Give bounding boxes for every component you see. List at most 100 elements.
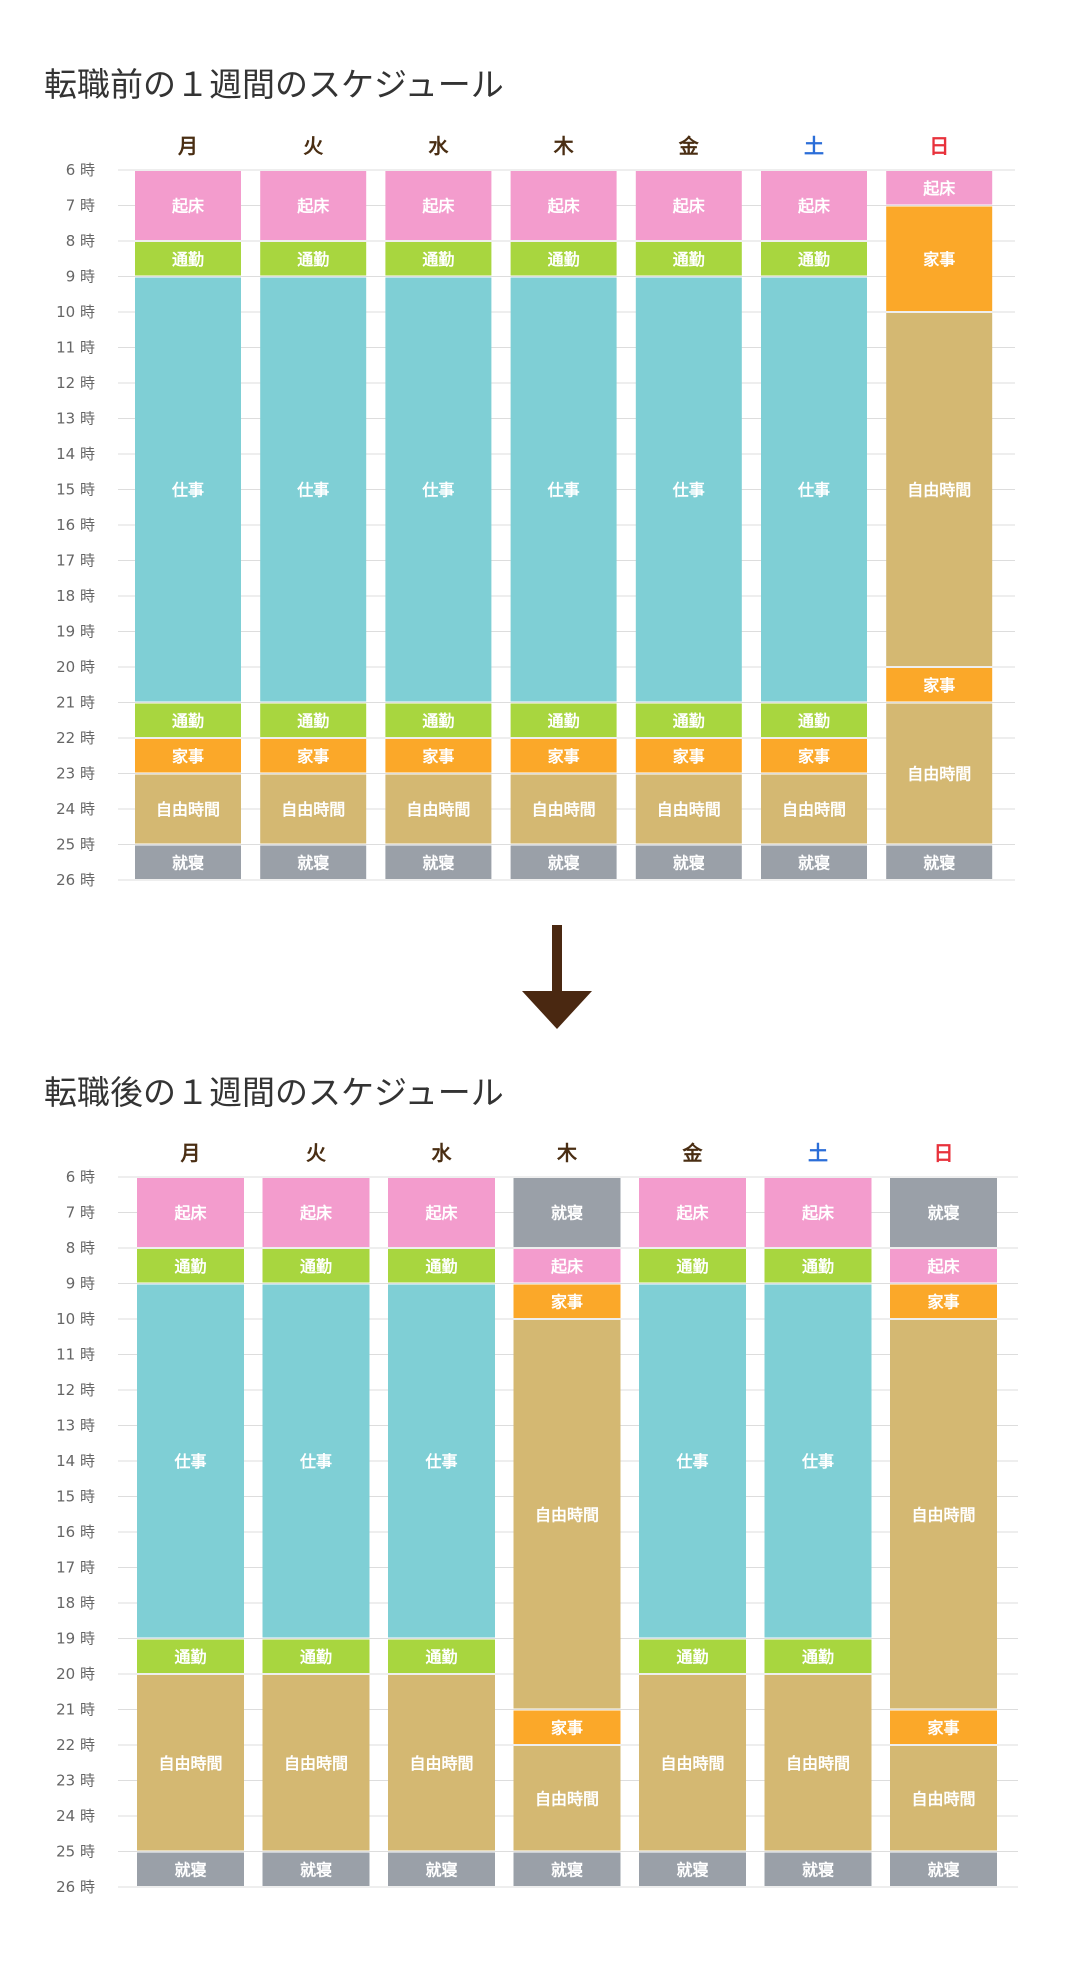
chart1-bar-fri-wake (635, 171, 742, 240)
chart2-bar-label-thu-free-time: 自由時間 (535, 1505, 599, 1524)
chart1-hour-label: 6 時 (66, 161, 95, 179)
chart1-day-header-mon: 月 (177, 134, 198, 158)
chart1-bar-label-tue-sleep: 就寝 (297, 853, 329, 872)
chart1-bar-sat-free-time (761, 774, 867, 844)
chart1-bar-sat-housework (761, 739, 867, 773)
chart1-hour-label: 8 時 (66, 232, 95, 250)
chart1-bar-label-wed-commute: 通勤 (422, 250, 454, 269)
chart1-bar-sat-commute (761, 242, 867, 276)
chart1-bar-label-sat-sleep: 就寝 (798, 853, 830, 872)
chart-title-after: 転職後の１週間のスケジュール (44, 1073, 504, 1112)
chart1-bar-label-tue-commute: 通勤 (297, 250, 329, 269)
chart1-day-header-wed: 水 (428, 134, 449, 158)
chart1-bar-mon-work (135, 277, 241, 702)
chart1-bar-mon-commute (135, 703, 241, 737)
chart2-bar-label-sat-commute: 通勤 (802, 1647, 834, 1666)
chart2-bar-tue-work (262, 1284, 370, 1638)
chart2-bar-label-thu-wake: 起床 (550, 1257, 584, 1276)
chart1-bar-fri-housework (635, 739, 742, 773)
chart2-bar-label-thu-housework: 家事 (551, 1292, 583, 1311)
chart1-hour-label: 22 時 (56, 729, 95, 747)
chart1-bar-label-fri-wake: 起床 (672, 197, 706, 216)
chart2-bar-label-sun-sleep: 就寝 (927, 1860, 959, 1879)
chart2-bar-fri-wake (639, 1178, 746, 1247)
chart1-bar-label-sat-work: 仕事 (797, 481, 830, 500)
chart1-bar-label-sat-commute: 通勤 (798, 250, 830, 269)
chart1-bar-wed-commute (385, 242, 492, 276)
chart2-bar-label-sat-sleep: 就寝 (802, 1860, 834, 1879)
chart1-bar-label-mon-work: 仕事 (171, 481, 204, 500)
chart1-bar-sat-work (761, 277, 867, 702)
chart2-day-header-tue: 火 (306, 1141, 327, 1165)
chart1-bar-tue-sleep (260, 845, 367, 879)
chart2-bar-sun-wake (890, 1249, 997, 1283)
chart2-bar-wed-commute (388, 1249, 495, 1283)
chart1-hour-label: 23 時 (56, 765, 95, 783)
chart2-hour-label: 7 時 (66, 1204, 95, 1222)
chart2-bar-label-fri-work: 仕事 (675, 1452, 708, 1471)
chart1-bar-label-sat-housework: 家事 (798, 747, 830, 766)
chart1-bar-label-thu-housework: 家事 (548, 747, 580, 766)
chart2-bar-sun-free-time (890, 1320, 997, 1709)
chart1-bar-label-tue-wake: 起床 (296, 197, 330, 216)
chart1-bar-label-tue-housework: 家事 (297, 747, 329, 766)
chart1-bar-label-thu-work: 仕事 (547, 481, 580, 500)
chart1-bar-sun-housework (886, 206, 993, 311)
chart1-bar-tue-commute (260, 242, 367, 276)
chart2-bar-sat-commute (764, 1639, 872, 1673)
chart1-bar-sat-wake (761, 171, 867, 240)
chart2-hour-label: 20 時 (56, 1665, 95, 1683)
chart1-bar-label-tue-work: 仕事 (296, 481, 329, 500)
chart1-bar-mon-free-time (135, 774, 241, 844)
chart1-bar-sun-free-time (886, 313, 993, 666)
chart2-hour-label: 13 時 (56, 1417, 95, 1435)
chart2-bar-label-sat-work: 仕事 (801, 1452, 834, 1471)
chart2-bar-label-fri-wake: 起床 (675, 1204, 709, 1223)
chart2-bar-sun-free-time (890, 1746, 997, 1851)
chart2-bar-thu-sleep (513, 1178, 621, 1247)
chart2-hour-label: 14 時 (56, 1452, 95, 1470)
chart2-bar-sat-sleep (764, 1852, 872, 1886)
chart2-hour-label: 22 時 (56, 1736, 95, 1754)
chart1-bar-fri-commute (635, 703, 742, 737)
chart1-bar-mon-sleep (135, 845, 241, 879)
chart1-bar-fri-work (635, 277, 742, 702)
chart1-bar-label-sat-wake: 起床 (797, 197, 831, 216)
chart1-bar-label-sat-free-time: 自由時間 (782, 800, 846, 819)
chart1-bar-fri-commute (635, 242, 742, 276)
chart1-bar-label-wed-commute: 通勤 (422, 711, 454, 730)
chart2-day-header-thu: 木 (556, 1141, 578, 1165)
chart2-bar-label-sun-housework: 家事 (927, 1718, 959, 1737)
chart2-bar-label-fri-commute: 通勤 (676, 1647, 708, 1666)
chart1-hour-label: 17 時 (56, 552, 95, 570)
chart2-day-header-mon: 月 (180, 1141, 201, 1165)
chart1-hour-label: 11 時 (56, 339, 95, 357)
chart2-bar-label-tue-free-time: 自由時間 (284, 1754, 348, 1773)
chart1-bar-label-tue-commute: 通勤 (297, 711, 329, 730)
chart1-bar-label-mon-commute: 通勤 (172, 250, 204, 269)
chart2-bar-tue-free-time (262, 1675, 370, 1851)
chart2-hour-label: 17 時 (56, 1559, 95, 1577)
chart1-bar-fri-sleep (635, 845, 742, 879)
chart1-bar-label-sat-commute: 通勤 (798, 711, 830, 730)
chart1-hour-label: 7 時 (66, 197, 95, 215)
chart2-bar-wed-free-time (388, 1675, 495, 1851)
chart1-bar-label-fri-commute: 通勤 (673, 250, 705, 269)
chart1-bar-label-mon-free-time: 自由時間 (156, 800, 220, 819)
chart2-bar-sun-housework (890, 1710, 997, 1744)
chart2-bar-label-wed-work: 仕事 (424, 1452, 457, 1471)
chart2-bar-label-mon-free-time: 自由時間 (158, 1754, 222, 1773)
chart2-bar-label-mon-commute: 通勤 (174, 1257, 206, 1276)
chart2-hour-label: 10 時 (56, 1310, 95, 1328)
chart2-bar-label-mon-sleep: 就寝 (174, 1860, 206, 1879)
chart2-bar-label-sun-housework: 家事 (927, 1292, 959, 1311)
chart2-bar-label-tue-sleep: 就寝 (300, 1860, 332, 1879)
chart1-bar-tue-housework (260, 739, 367, 773)
chart2-bar-fri-sleep (639, 1852, 746, 1886)
chart1-day-header-fri: 金 (678, 134, 700, 158)
chart1-bar-sun-housework (886, 668, 993, 702)
chart1-bar-thu-commute (510, 242, 617, 276)
chart2-bar-mon-work (137, 1284, 244, 1638)
chart2-bar-label-fri-sleep: 就寝 (676, 1860, 708, 1879)
chart2-bar-label-mon-commute: 通勤 (174, 1647, 206, 1666)
